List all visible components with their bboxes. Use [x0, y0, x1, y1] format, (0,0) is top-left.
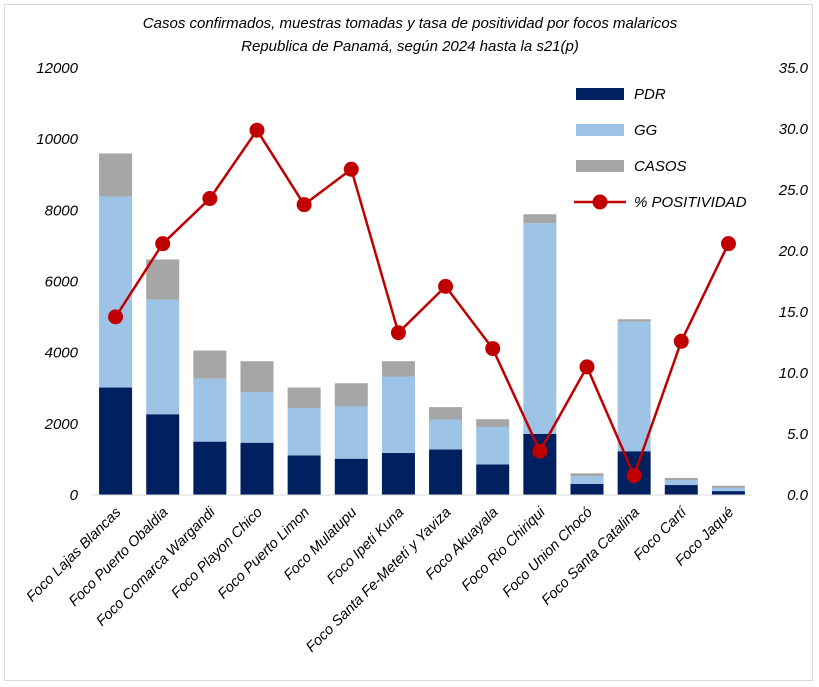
- legend-swatch-casos: [576, 160, 624, 172]
- category-label: Foco Playon Chico: [168, 505, 265, 602]
- bar-pdr: [523, 433, 557, 495]
- right-tick-label: 15.0: [779, 304, 809, 321]
- bar-pdr: [193, 441, 227, 495]
- bar-casos: [146, 259, 180, 300]
- bar-casos: [193, 350, 227, 379]
- bar-pdr: [476, 464, 510, 495]
- legend: PDR GG CASOS % POSITIVIDAD: [574, 86, 747, 211]
- positivity-point: [579, 359, 595, 375]
- bar-pdr: [570, 483, 604, 495]
- positivity-line-group: [108, 122, 736, 483]
- legend-swatch-gg: [576, 124, 624, 136]
- legend-label: GG: [634, 122, 658, 139]
- bar-casos: [570, 473, 604, 477]
- positivity-point: [626, 467, 642, 483]
- bar-pdr: [99, 387, 133, 495]
- positivity-point: [155, 236, 171, 252]
- category-label: Foco Union Chocó: [500, 505, 596, 601]
- bars-group: [99, 153, 745, 495]
- bar-gg: [334, 406, 368, 459]
- legend-swatch-pdr: [576, 88, 624, 100]
- left-tick-label: 10000: [36, 131, 78, 148]
- bar-gg: [664, 480, 698, 486]
- bar-casos: [429, 407, 463, 420]
- left-tick-label: 0: [70, 487, 79, 504]
- legend-swatch-marker: [592, 194, 608, 210]
- bar-casos: [617, 319, 651, 322]
- positivity-point: [438, 278, 454, 294]
- positivity-point: [673, 333, 689, 349]
- left-tick-label: 12000: [36, 60, 78, 77]
- positivity-point: [296, 197, 312, 213]
- positivity-point: [390, 325, 406, 341]
- chart-title: Casos confirmados, muestras tomadas y ta…: [143, 15, 678, 32]
- right-tick-label: 5.0: [787, 426, 809, 443]
- positivity-point: [108, 309, 124, 325]
- bar-pdr: [287, 455, 321, 495]
- right-axis-ticks: 0.0 5.0 10.0 15.0 20.0 25.0 30.0 35.0: [778, 60, 809, 504]
- left-tick-label: 4000: [45, 345, 79, 362]
- positivity-point: [343, 161, 359, 177]
- bar-pdr: [334, 458, 368, 495]
- bar-gg: [240, 392, 274, 443]
- positivity-point: [485, 341, 501, 357]
- bar-pdr: [711, 491, 745, 495]
- bar-gg: [523, 223, 557, 434]
- bar-casos: [664, 477, 698, 481]
- bar-gg: [146, 299, 180, 415]
- legend-label: PDR: [634, 86, 666, 103]
- bar-casos: [287, 387, 321, 409]
- positivity-point: [202, 191, 218, 207]
- bar-pdr: [146, 414, 180, 495]
- bar-gg: [570, 476, 604, 484]
- bar-casos: [523, 214, 557, 224]
- category-label: Foco Puerto Limon: [215, 505, 313, 603]
- right-tick-label: 25.0: [778, 182, 809, 199]
- left-tick-label: 8000: [45, 202, 79, 219]
- positivity-point: [720, 236, 736, 252]
- bar-casos: [381, 361, 415, 377]
- left-tick-label: 6000: [45, 274, 79, 291]
- bar-casos: [99, 153, 133, 197]
- legend-label: CASOS: [634, 158, 687, 175]
- bar-gg: [381, 376, 415, 454]
- bar-gg: [429, 419, 463, 450]
- bar-gg: [287, 408, 321, 456]
- positivity-point: [532, 443, 548, 459]
- bar-pdr: [381, 453, 415, 495]
- bar-casos: [476, 419, 510, 428]
- category-label: Foco Rio Chiriqui: [459, 504, 549, 594]
- left-tick-label: 2000: [44, 416, 79, 433]
- right-tick-label: 20.0: [778, 243, 809, 260]
- right-tick-label: 30.0: [779, 121, 809, 138]
- bar-casos: [334, 383, 368, 407]
- bar-casos: [711, 485, 745, 488]
- bar-gg: [617, 321, 651, 452]
- bar-gg: [711, 487, 745, 492]
- bar-pdr: [664, 485, 698, 495]
- bar-pdr: [429, 449, 463, 495]
- legend-label: % POSITIVIDAD: [634, 194, 747, 211]
- positivity-point: [249, 122, 265, 138]
- bar-pdr: [240, 442, 274, 495]
- bar-gg: [99, 196, 133, 388]
- right-tick-label: 35.0: [779, 60, 809, 77]
- left-axis-ticks: 0 2000 4000 6000 8000 10000 12000: [36, 60, 78, 504]
- positivity-line: [114, 128, 730, 477]
- chart-subtitle: Republica de Panamá, según 2024 hasta la…: [241, 38, 579, 55]
- bar-gg: [193, 378, 227, 442]
- right-tick-label: 10.0: [779, 365, 809, 382]
- bar-casos: [240, 361, 274, 393]
- right-tick-label: 0.0: [787, 487, 809, 504]
- bar-gg: [476, 427, 510, 465]
